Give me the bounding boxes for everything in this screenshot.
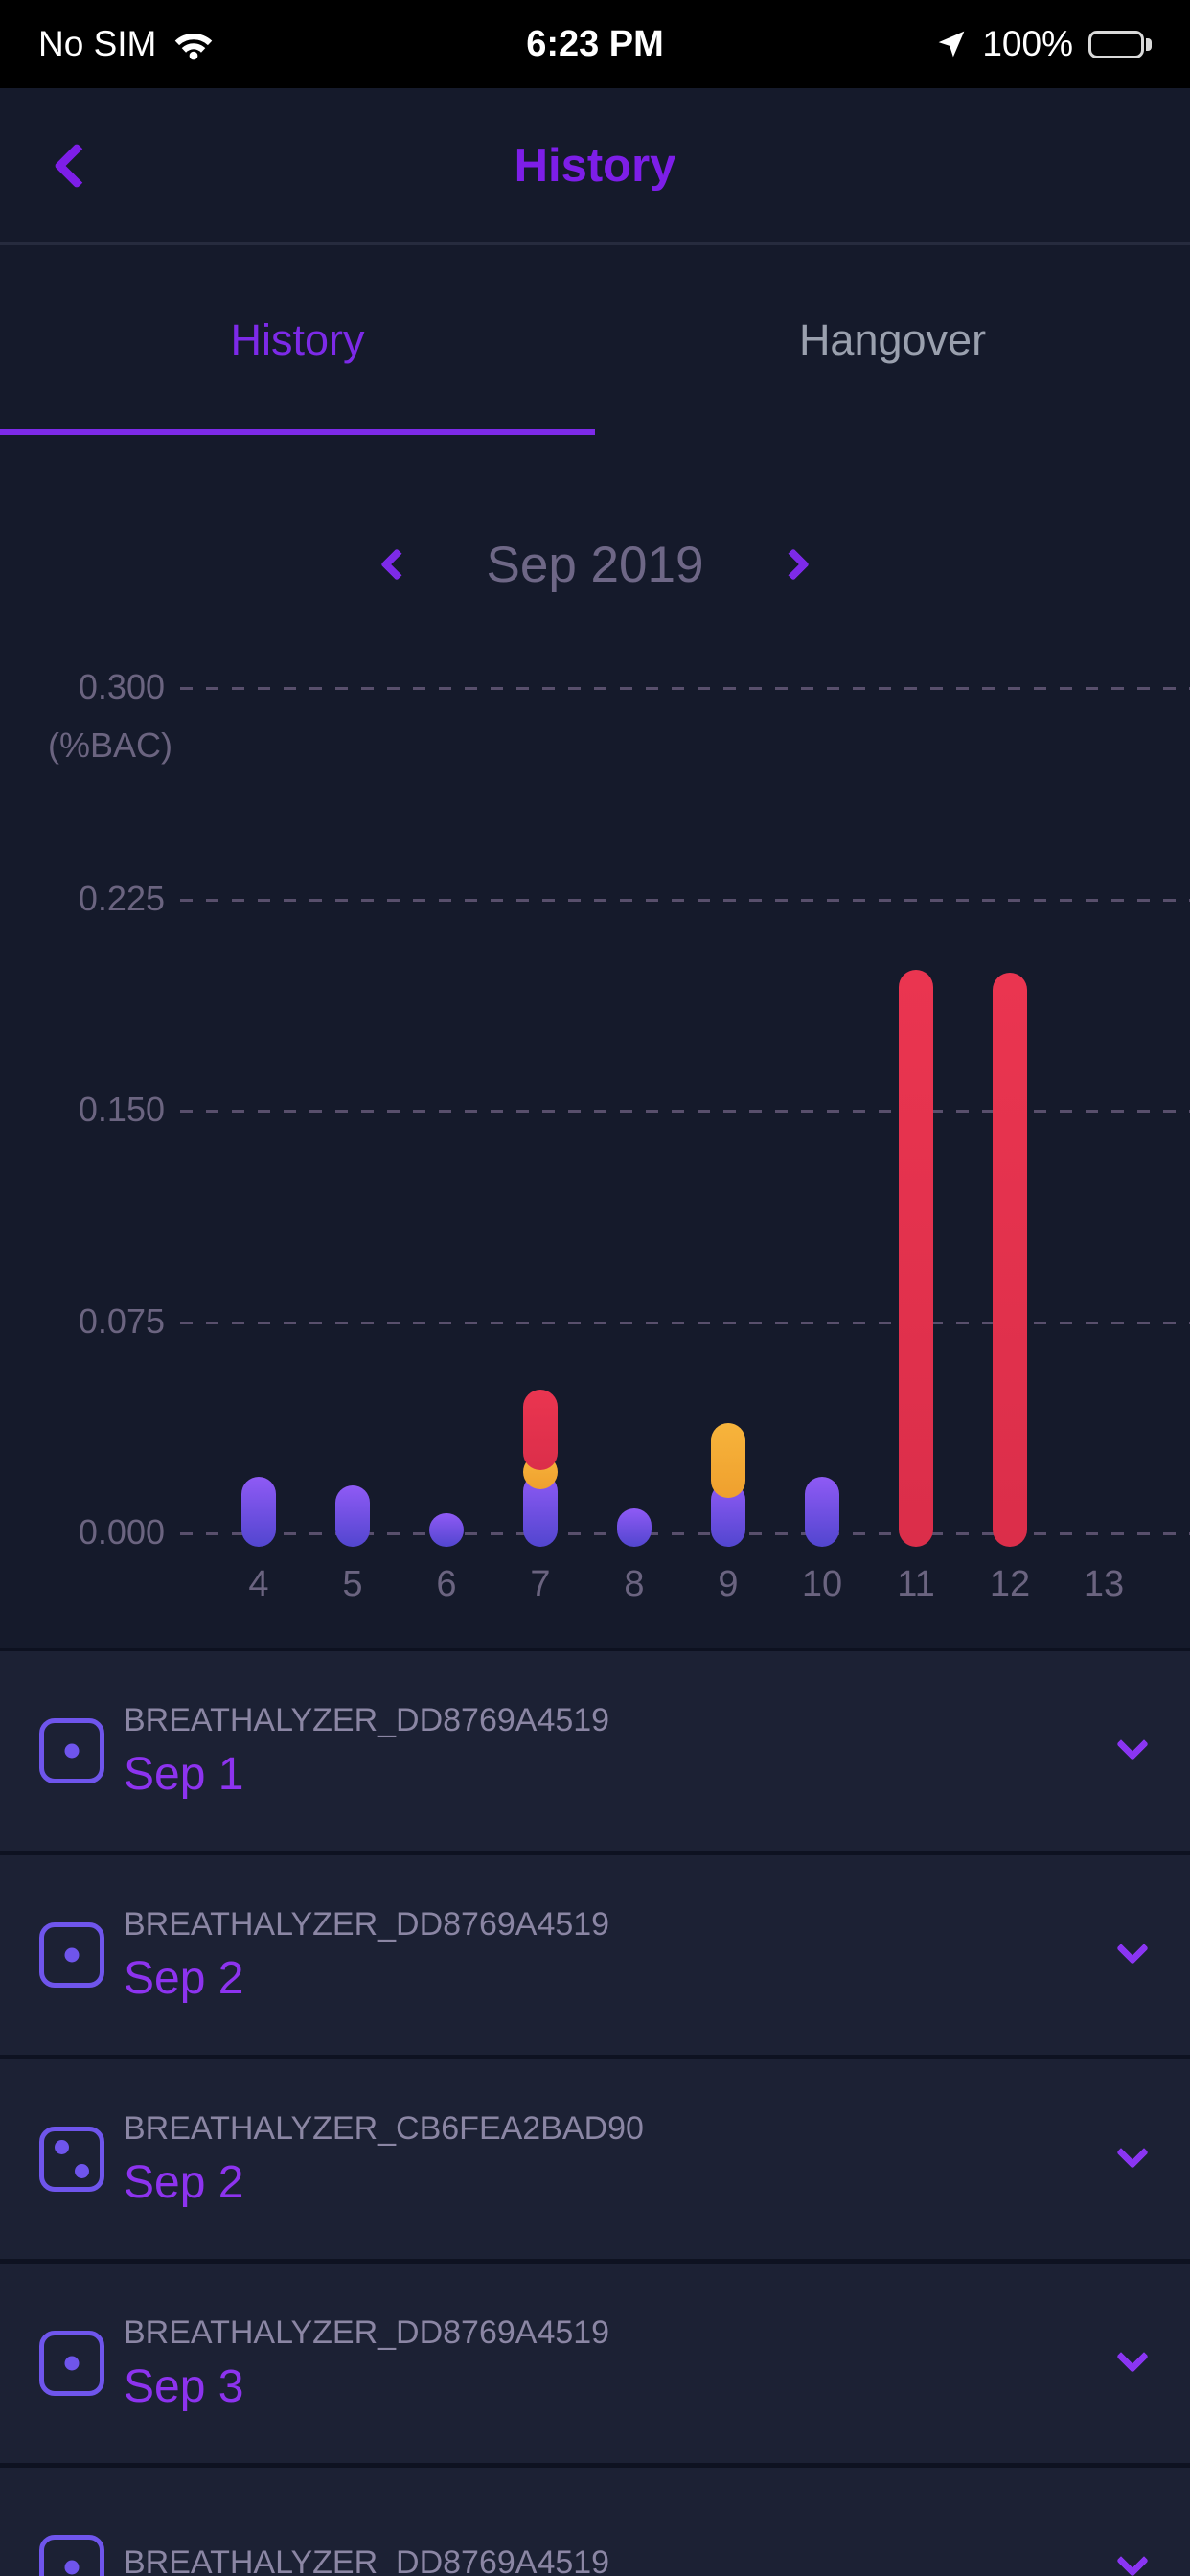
battery-icon: [1088, 30, 1152, 58]
device-name: BREATHALYZER_DD8769A4519: [124, 2544, 610, 2576]
gridline: [180, 898, 1190, 902]
x-axis-tick-label: 10: [801, 1564, 843, 1604]
battery-percent-label: 100%: [982, 24, 1073, 63]
chevron-down-icon[interactable]: [1116, 2340, 1149, 2373]
tab-history[interactable]: History: [230, 315, 365, 364]
gridline: [180, 687, 1190, 690]
x-axis-tick-label: 4: [248, 1564, 269, 1604]
y-axis-tick-label: 0.225: [78, 878, 165, 918]
die-icon: [39, 2127, 104, 2192]
list-item[interactable]: BREATHALYZER_DD8769A4519: [0, 2468, 1190, 2576]
bar-purple-day-10[interactable]: [805, 1477, 839, 1547]
y-axis-tick-label: 0.150: [78, 1090, 165, 1129]
next-month-button[interactable]: [763, 534, 824, 595]
x-axis-tick-label: 13: [1083, 1564, 1125, 1604]
record-date: Sep 2: [124, 1952, 244, 2004]
device-name: BREATHALYZER_CB6FEA2BAD90: [124, 2109, 644, 2147]
record-date: Sep 3: [124, 2360, 244, 2412]
bar-red-day-12[interactable]: [993, 972, 1027, 1547]
list-item[interactable]: BREATHALYZER_DD8769A4519 Sep 1: [0, 1651, 1190, 1855]
chevron-down-icon[interactable]: [1116, 2544, 1149, 2576]
tab-hangover[interactable]: Hangover: [798, 315, 987, 364]
y-axis-tick-label: 0.000: [78, 1512, 165, 1552]
x-axis-tick-label: 7: [530, 1564, 551, 1604]
bar-purple-day-5[interactable]: [335, 1485, 370, 1547]
list-item[interactable]: BREATHALYZER_DD8769A4519 Sep 2: [0, 1855, 1190, 2059]
list-item[interactable]: BREATHALYZER_DD8769A4519 Sep 3: [0, 2264, 1190, 2468]
carrier-label: No SIM: [38, 24, 157, 63]
bar-orange-day-9[interactable]: [711, 1423, 745, 1499]
bar-purple-day-4[interactable]: [241, 1477, 276, 1547]
month-label: Sep 2019: [486, 536, 704, 593]
chevron-down-icon[interactable]: [1116, 1728, 1149, 1760]
bar-purple-day-8[interactable]: [617, 1507, 652, 1547]
chevron-right-icon: [777, 548, 811, 581]
x-axis-tick-label: 8: [624, 1564, 645, 1604]
device-list: BREATHALYZER_DD8769A4519 Sep 1 BREATHALY…: [0, 1648, 1190, 2576]
x-axis-tick-label: 11: [897, 1564, 935, 1604]
chevron-down-icon[interactable]: [1116, 2136, 1149, 2169]
y-axis-tick-label: 0.300: [78, 667, 165, 706]
back-button[interactable]: [38, 127, 115, 204]
gridline: [180, 1321, 1190, 1324]
x-axis-tick-label: 9: [718, 1564, 739, 1604]
device-name: BREATHALYZER_DD8769A4519: [124, 2313, 610, 2351]
bar-red-day-11[interactable]: [899, 970, 933, 1547]
bar-red-day-7[interactable]: [523, 1390, 558, 1470]
die-icon: [39, 2535, 104, 2576]
device-name: BREATHALYZER_DD8769A4519: [124, 1701, 610, 1738]
x-axis-tick-label: 12: [989, 1564, 1031, 1604]
y-axis-tick-label: 0.075: [78, 1300, 165, 1341]
prev-month-button[interactable]: [366, 534, 427, 595]
record-date: Sep 1: [124, 1748, 244, 1800]
nav-bar: History: [0, 88, 1190, 245]
x-axis-tick-label: 5: [342, 1564, 363, 1604]
y-axis-unit-label: (%BAC): [48, 725, 173, 765]
gridline: [180, 1532, 1190, 1535]
list-item[interactable]: BREATHALYZER_CB6FEA2BAD90 Sep 2: [0, 2059, 1190, 2264]
die-icon: [39, 2331, 104, 2396]
wifi-icon: [175, 34, 213, 60]
month-selector: Sep 2019: [0, 512, 1190, 617]
bar-purple-day-6[interactable]: [429, 1513, 464, 1547]
chevron-left-icon: [379, 548, 413, 581]
tab-bar: History Hangover: [0, 245, 1190, 435]
die-icon: [39, 1922, 104, 1988]
page-title: History: [514, 139, 676, 192]
status-bar: No SIM 6:23 PM 100%: [0, 0, 1190, 88]
record-date: Sep 2: [124, 2156, 244, 2208]
chevron-down-icon[interactable]: [1116, 1932, 1149, 1965]
gridline: [180, 1110, 1190, 1113]
active-tab-indicator: [0, 429, 595, 435]
chevron-left-icon: [53, 142, 101, 189]
device-name: BREATHALYZER_DD8769A4519: [124, 1905, 610, 1943]
bac-bar-chart: (%BAC) 0.300 0.225 0.150 0.075 0.000 4 5 6 7 8 9 10…: [0, 632, 1190, 1648]
x-axis-tick-label: 6: [436, 1564, 457, 1604]
die-icon: [39, 1718, 104, 1783]
location-icon: [939, 31, 965, 58]
